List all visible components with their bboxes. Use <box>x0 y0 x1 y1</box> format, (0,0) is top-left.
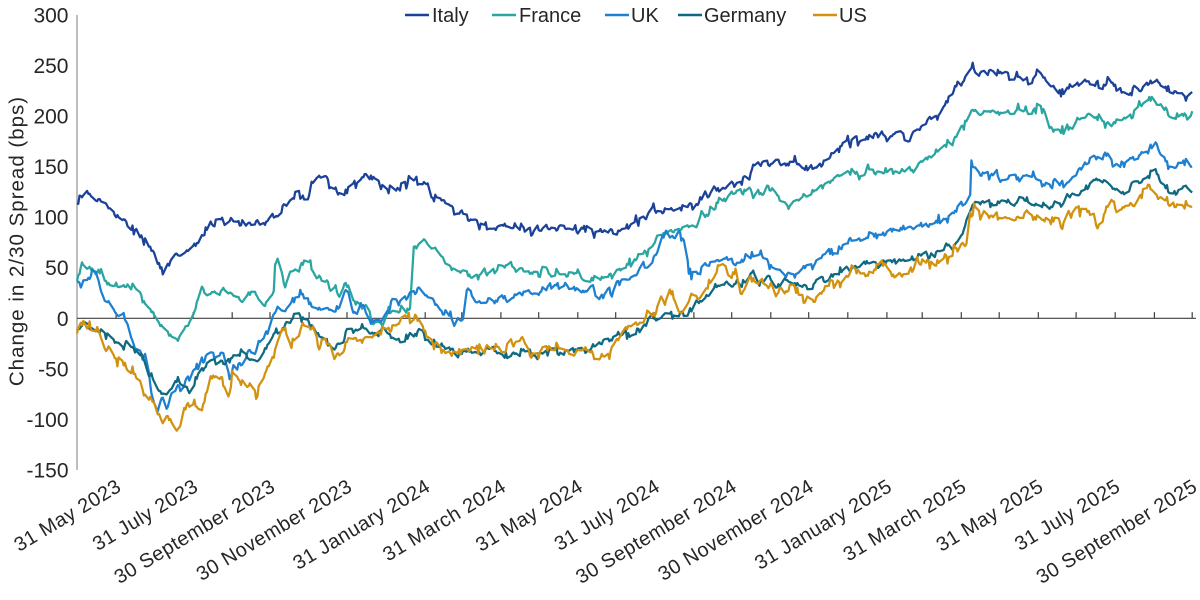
svg-text:250: 250 <box>33 55 68 78</box>
svg-text:-150: -150 <box>26 460 68 483</box>
svg-text:-100: -100 <box>26 409 68 432</box>
svg-text:-50: -50 <box>38 358 68 381</box>
svg-text:UK: UK <box>631 5 659 27</box>
svg-text:100: 100 <box>33 207 68 230</box>
svg-text:300: 300 <box>33 5 68 28</box>
svg-text:US: US <box>839 5 867 27</box>
svg-text:200: 200 <box>33 106 68 129</box>
svg-text:0: 0 <box>57 308 69 331</box>
svg-text:150: 150 <box>33 156 68 179</box>
svg-text:Germany: Germany <box>704 5 786 27</box>
svg-text:France: France <box>519 5 581 27</box>
svg-text:50: 50 <box>45 257 68 280</box>
svg-text:Italy: Italy <box>432 5 469 27</box>
svg-text:Change in 2/30 Spread (bps): Change in 2/30 Spread (bps) <box>6 96 29 386</box>
